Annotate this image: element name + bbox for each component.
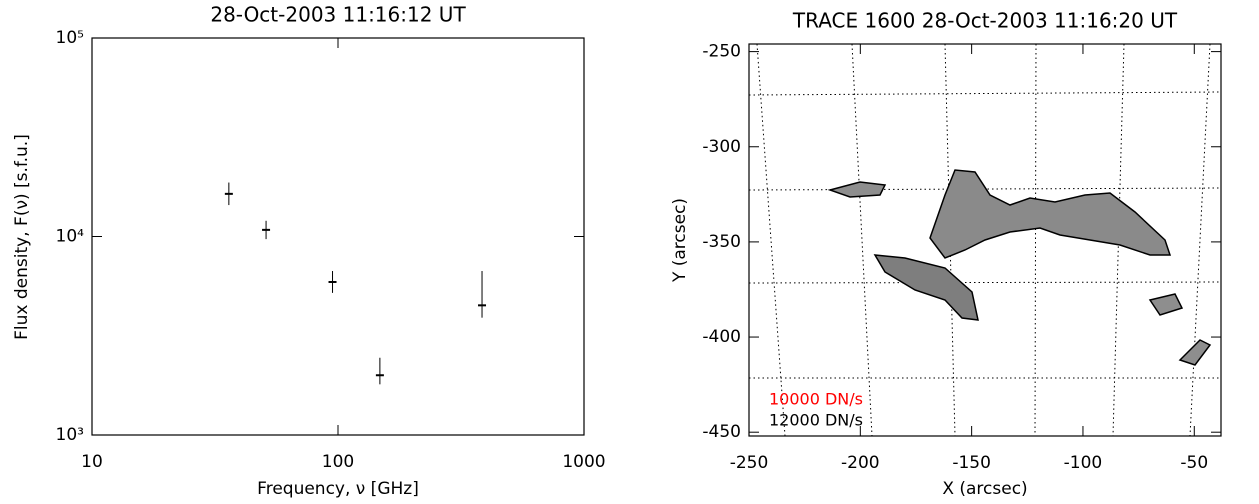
y-tick-label: -450 [702,422,741,442]
contour-blob [929,169,1172,259]
x-tick-label: 1000 [562,452,605,472]
left-frame [91,37,585,436]
right-x-label: X (arcsec) [942,479,1027,499]
contour-blob [1148,293,1184,316]
x-tick-label: 100 [322,452,354,472]
x-tick-label: -50 [1180,453,1208,473]
map-image [748,43,1222,437]
right-title: TRACE 1600 28-Oct-2003 11:16:20 UT [792,9,1178,33]
legend-entry: 10000 DN/s [769,390,863,409]
left-title: 28-Oct-2003 11:16:12 UT [210,3,466,27]
contour-blob [873,254,979,321]
right-frame [748,43,1222,437]
contour-blob [827,181,887,198]
x-tick-label: -200 [841,453,880,473]
left-x-label: Frequency, ν [GHz] [257,479,419,499]
x-tick-label: -150 [952,453,991,473]
left-y-label: Flux density, F(ν) [s.f.u.] [12,134,32,340]
y-tick-label: -350 [702,232,741,252]
y-tick-label: -250 [702,42,741,62]
y-tick-label: -400 [702,327,741,347]
legend-entry: 12000 DN/s [769,411,863,430]
y-tick-label: 10⁵ [56,28,84,48]
contour-blob [1178,339,1212,366]
right-y-label: Y (arcsec) [670,198,690,283]
y-tick-label: -300 [702,137,741,157]
y-tick-label: 10³ [56,425,84,445]
x-tick-label: -100 [1064,453,1103,473]
x-tick-label: -250 [730,453,769,473]
y-tick-label: 10⁴ [56,227,85,247]
x-tick-label: 10 [81,452,103,472]
